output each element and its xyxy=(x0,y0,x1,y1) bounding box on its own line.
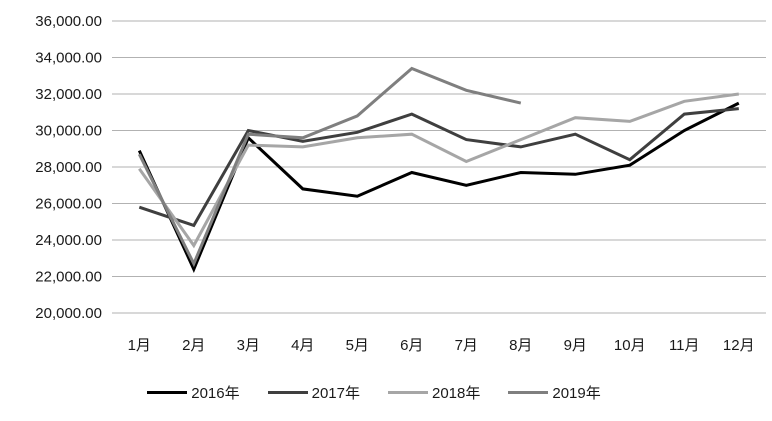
x-axis-tick-label: 1月 xyxy=(128,337,151,354)
y-axis-tick-label: 26,000.00 xyxy=(35,196,102,213)
legend-label: 2017年 xyxy=(311,385,360,402)
legend-line-swatch xyxy=(388,391,428,394)
x-axis-tick-label: 6月 xyxy=(400,337,423,354)
x-axis-tick-label: 8月 xyxy=(509,337,532,354)
series-line-2019年 xyxy=(137,66,522,268)
legend-label: 2016年 xyxy=(191,385,240,402)
legend-line-swatch xyxy=(508,391,549,394)
y-axis-tick-label: 36,000.00 xyxy=(35,13,102,30)
x-axis-tick-label: 4月 xyxy=(291,337,314,354)
legend-line-swatch xyxy=(267,391,308,394)
y-axis-tick-label: 28,000.00 xyxy=(35,159,102,176)
x-axis-tick-label: 5月 xyxy=(346,337,369,354)
legend-item-2016年: 2016年 xyxy=(147,382,240,403)
y-axis-tick-label: 20,000.00 xyxy=(35,305,102,322)
y-axis-tick-label: 34,000.00 xyxy=(35,50,102,67)
x-axis-tick-label: 9月 xyxy=(564,337,587,354)
y-axis-tick-label: 24,000.00 xyxy=(35,232,102,249)
legend-item-2017年: 2017年 xyxy=(267,382,360,403)
chart-legend: 2016年 2017年 2018年 2019年 xyxy=(0,382,748,403)
y-axis-tick-label: 32,000.00 xyxy=(35,86,102,103)
legend-label: 2019年 xyxy=(552,385,601,402)
legend-item-2019年: 2019年 xyxy=(508,382,601,403)
legend-label: 2018年 xyxy=(432,385,481,402)
x-axis-tick-label: 12月 xyxy=(723,337,755,354)
legend-item-2018年: 2018年 xyxy=(388,382,480,403)
x-axis-tick-label: 7月 xyxy=(455,337,478,354)
x-axis-tick-label: 2月 xyxy=(182,337,205,354)
y-axis-tick-label: 22,000.00 xyxy=(35,269,102,286)
legend-line-swatch xyxy=(147,391,188,394)
x-axis-tick-label: 10月 xyxy=(614,337,646,354)
x-axis-tick-label: 11月 xyxy=(669,337,700,354)
series-line-2017年 xyxy=(138,107,739,228)
y-axis-tick-label: 30,000.00 xyxy=(35,123,102,140)
x-axis-tick-label: 3月 xyxy=(237,337,260,354)
series-line-2018年 xyxy=(138,92,739,249)
